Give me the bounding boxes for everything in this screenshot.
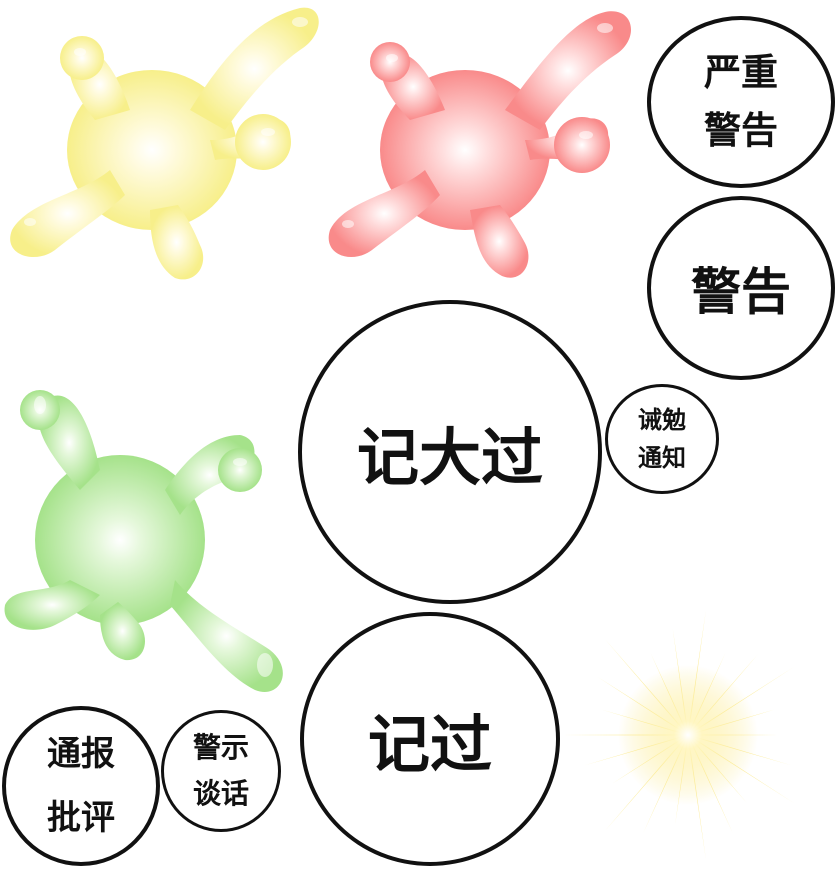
serious-warning-line-2: 警告 xyxy=(704,109,778,152)
sunburst-ray xyxy=(643,735,688,834)
admonition-notice-line-1: 诫勉 xyxy=(638,406,686,434)
sunburst-ray xyxy=(688,709,775,735)
sunburst-ray xyxy=(688,653,726,735)
demerit-label: 记过 xyxy=(367,708,492,781)
sunburst-ray xyxy=(675,735,688,825)
sunburst-ray xyxy=(584,735,688,766)
sunburst-ray xyxy=(688,735,706,860)
serious-warning-line-1: 严重 xyxy=(704,51,778,94)
sunburst-ray xyxy=(688,653,759,735)
circulated-criticism-bubble[interactable]: 通报 批评 xyxy=(2,706,160,866)
sunburst-ray xyxy=(650,653,688,735)
circulated-criticism-line-1: 通报 xyxy=(47,734,115,774)
sunburst-ray xyxy=(688,735,794,804)
warning-talk-bubble[interactable]: 警示 谈话 xyxy=(161,710,281,832)
sunburst-ray xyxy=(688,734,778,736)
sunburst-icon xyxy=(562,610,794,860)
major-demerit-label: 记大过 xyxy=(356,421,543,494)
serious-warning-bubble[interactable]: 严重 警告 xyxy=(647,16,835,188)
sunburst-ray xyxy=(688,735,733,834)
green-splat-icon xyxy=(4,390,283,692)
warning-talk-line-2: 谈话 xyxy=(192,777,249,810)
sunburst-ray xyxy=(601,709,688,735)
warning-label: 警告 xyxy=(691,263,791,321)
yellow-splat-icon xyxy=(10,7,319,280)
circulated-criticism-line-2: 批评 xyxy=(47,798,115,838)
sunburst-ray xyxy=(688,666,794,735)
sunburst-ray xyxy=(605,639,688,735)
sunburst-ray xyxy=(688,610,706,735)
warning-bubble[interactable]: 警告 xyxy=(647,196,835,380)
sunburst-ray xyxy=(605,735,688,831)
admonition-notice-bubble[interactable]: 诫勉 通知 xyxy=(605,384,719,494)
major-demerit-bubble[interactable]: 记大过 xyxy=(298,300,602,604)
sunburst-ray xyxy=(688,735,747,804)
sunburst-ray xyxy=(672,628,688,735)
admonition-notice-line-2: 通知 xyxy=(638,444,686,472)
sunburst-ray xyxy=(612,735,688,784)
red-splat-icon xyxy=(328,11,632,278)
warning-talk-line-1: 警示 xyxy=(192,731,249,764)
sunburst-ray xyxy=(562,734,688,736)
sunburst-ray xyxy=(597,676,688,735)
sunburst-ray xyxy=(688,735,792,766)
demerit-bubble[interactable]: 记过 xyxy=(300,612,560,866)
